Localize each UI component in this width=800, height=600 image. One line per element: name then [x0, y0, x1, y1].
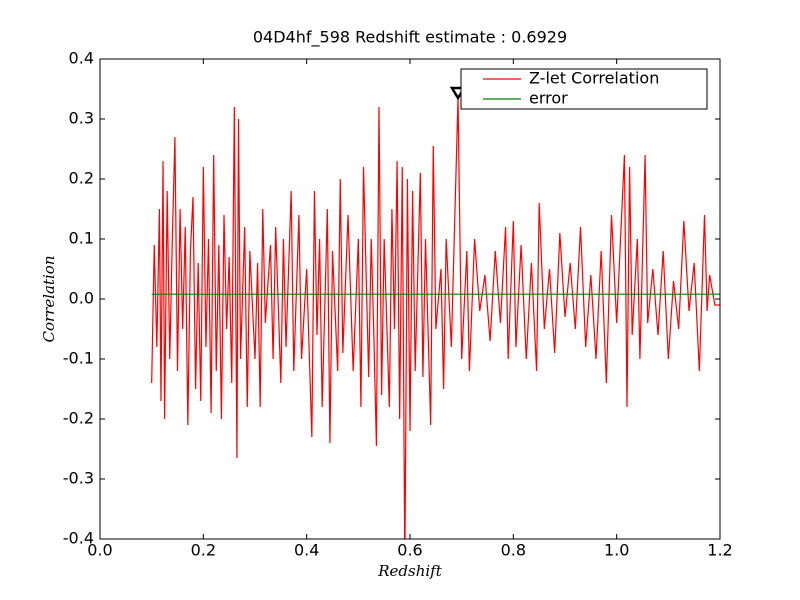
x-tick-label: 0.4	[294, 541, 319, 560]
y-tick-label: -0.4	[63, 529, 94, 548]
y-tick-label: 0.0	[69, 289, 94, 308]
y-tick-label: -0.2	[63, 409, 94, 428]
x-tick-label: 0.8	[501, 541, 526, 560]
y-axis-label: Correlation	[40, 256, 58, 343]
y-tick-label: 0.3	[69, 109, 94, 128]
series-line	[151, 97, 720, 539]
y-tick-label: 0.4	[69, 49, 94, 68]
y-tick-label: -0.3	[63, 469, 94, 488]
x-tick-label: 1.0	[604, 541, 629, 560]
x-tick-label: 1.2	[707, 541, 732, 560]
legend-label: error	[529, 89, 568, 108]
legend-label: Z-let Correlation	[529, 69, 659, 88]
x-tick-label: 0.6	[397, 541, 422, 560]
y-tick-label: 0.1	[69, 229, 94, 248]
legend-box	[460, 68, 708, 110]
y-tick-label: 0.2	[69, 169, 94, 188]
x-tick-label: 0.0	[87, 541, 112, 560]
x-axis-label: Redshift	[377, 562, 442, 580]
chart-title: 04D4hf_598 Redshift estimate : 0.6929	[253, 28, 567, 48]
plot-area	[151, 97, 720, 539]
y-tick-label: -0.1	[63, 349, 94, 368]
x-tick-label: 0.2	[191, 541, 216, 560]
